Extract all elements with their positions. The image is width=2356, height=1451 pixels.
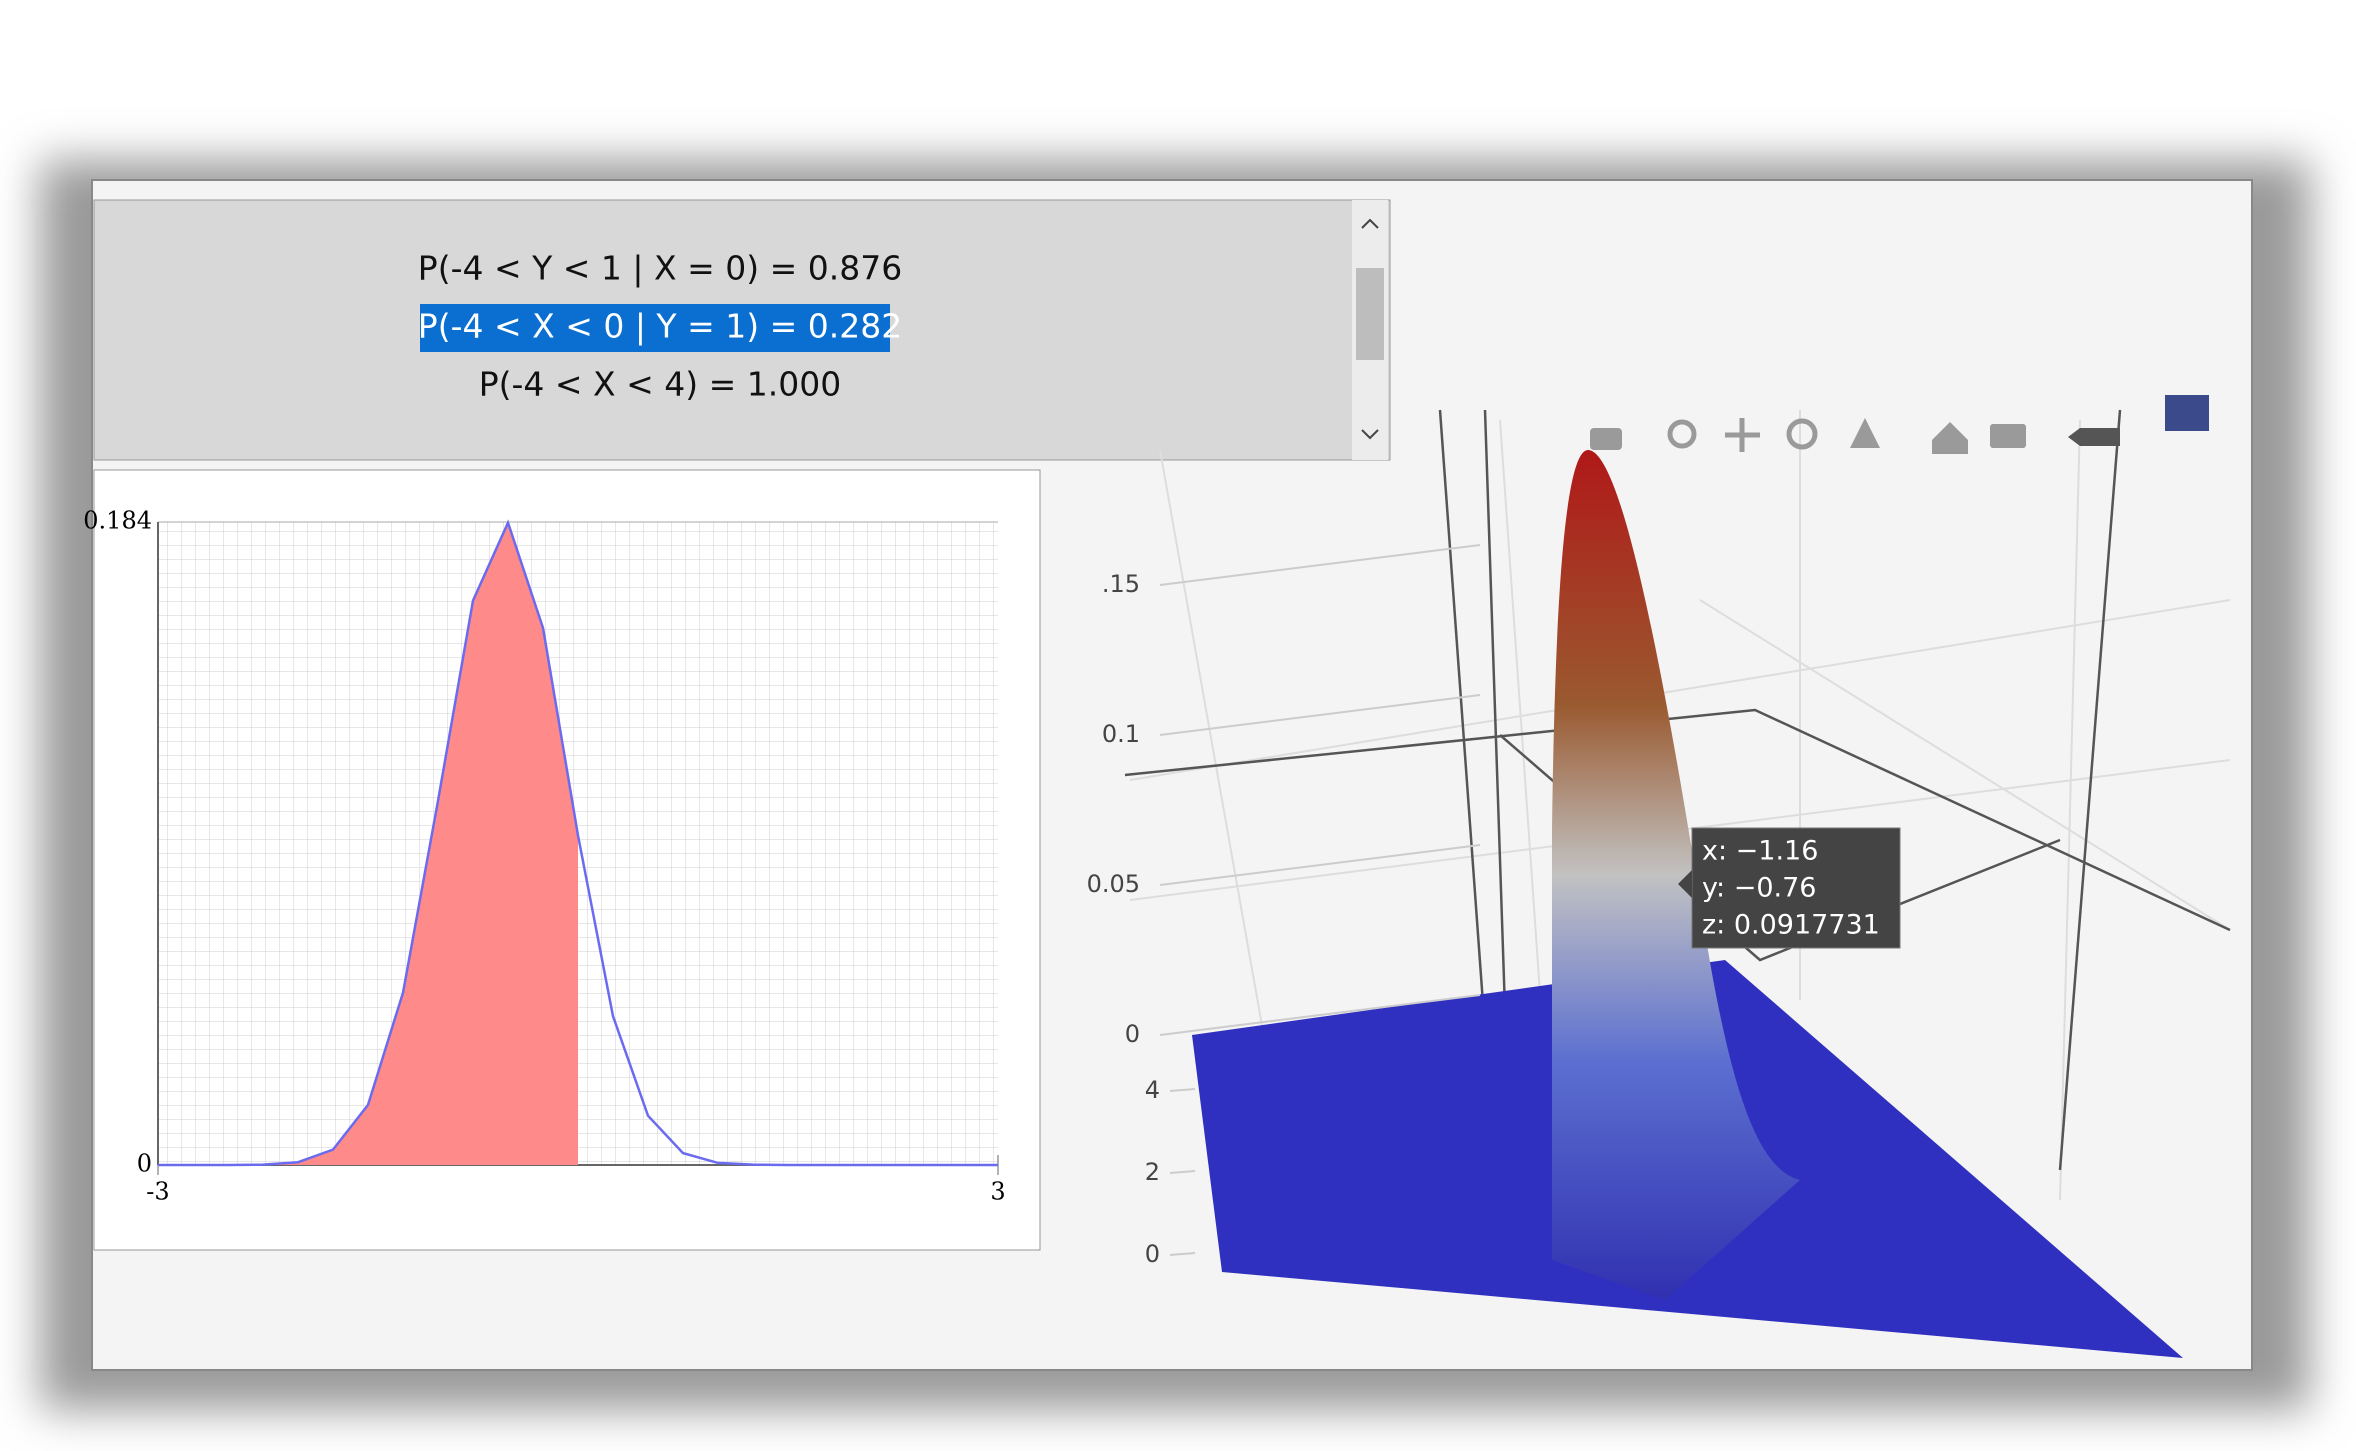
y-tick-label: 0 xyxy=(1145,1240,1160,1268)
scroll-arrows xyxy=(1361,218,1379,440)
y-tick-label: 2 xyxy=(1145,1158,1160,1186)
z-tick-label: 0 xyxy=(1125,1020,1140,1048)
z-grid-line xyxy=(1159,994,1481,1036)
x-tick-label: -3 xyxy=(146,1178,169,1206)
shaded-area xyxy=(158,522,578,1165)
grid-3d xyxy=(1129,410,2231,1281)
tooltip-line: x: −1.16 xyxy=(1702,836,1818,867)
x-tick-label: 3 xyxy=(990,1178,1005,1206)
tooltip-line: y: −0.76 xyxy=(1702,873,1816,904)
z-tick-label: 0.05 xyxy=(1087,870,1140,898)
selection xyxy=(420,304,890,352)
tooltip-line: z: 0.0917731 xyxy=(1702,910,1880,941)
y-tick xyxy=(1169,1252,1196,1256)
z-grid-line xyxy=(1159,844,1481,886)
result-line: P(-4 < Y < 1 | X = 0) = 0.876 xyxy=(418,249,902,288)
result-line: P(-4 < X < 0 | Y = 1) = 0.282 xyxy=(418,307,902,346)
tooltip xyxy=(1691,827,1901,949)
y-tick-label: 0.184 xyxy=(83,507,152,535)
result-line: P(-4 < X < 4) = 1.000 xyxy=(479,365,842,404)
z-tick-label: 0.1 xyxy=(1102,720,1140,748)
y-tick-label: 4 xyxy=(1145,1076,1160,1104)
y-tick xyxy=(1169,1170,1196,1174)
surface-plot: 0 0.05 0.1 .15 0 2 4 x: −1.16 y: −0.76 z: 0.09177… xyxy=(1087,395,2231,1358)
results-lines: P(-4 < Y < 1 | X = 0) = 0.876 P(-4 < X < … xyxy=(418,249,902,404)
surface-peak xyxy=(1552,450,1800,1300)
z-tick-label: .15 xyxy=(1102,570,1140,598)
tooltip-arrow xyxy=(1678,870,1692,898)
toolbar[interactable] xyxy=(1590,395,2209,454)
density-plot: 0 0.184 -3 3 xyxy=(83,507,1005,1206)
density-line xyxy=(158,519,998,1167)
axes-3d xyxy=(1124,409,2231,1171)
z-grid-line xyxy=(1159,544,1481,586)
y-tick-label: 0 xyxy=(137,1150,152,1178)
scroll-thumb[interactable] xyxy=(1356,268,1384,360)
z-grid-line xyxy=(1159,694,1481,736)
y-tick xyxy=(1169,1088,1196,1092)
